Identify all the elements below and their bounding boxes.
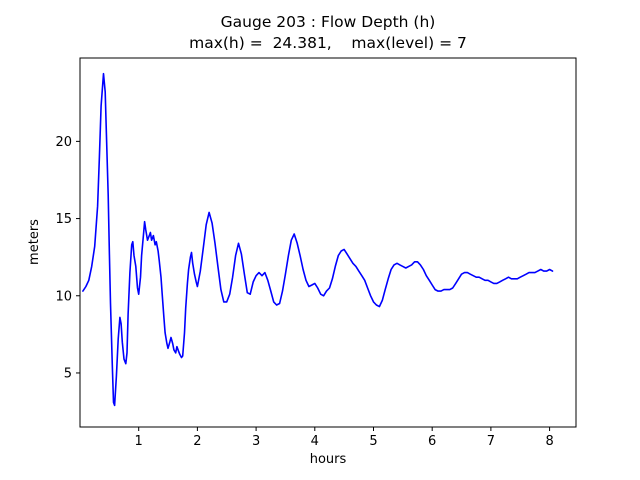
x-tick-label: 1 [135,434,143,449]
data-line-layer [82,72,554,407]
flow-depth-line [82,72,554,407]
y-tick-label: 5 [64,366,72,381]
x-tick-label: 3 [252,434,260,449]
x-tick-label: 6 [428,434,436,449]
y-tick-label: 10 [55,289,72,304]
axes-layer: 1 2 3 4 5 6 7 8 5 10 15 20 [55,135,553,449]
x-tick-label: 5 [369,434,377,449]
x-tick-label: 8 [545,434,553,449]
x-tick-label: 2 [193,434,201,449]
plot-area-border [79,57,577,428]
x-tick-label: 7 [487,434,495,449]
chart-title: Gauge 203 : Flow Depth (h) [221,13,436,31]
y-tick-label: 15 [55,212,72,227]
chart-subtitle: max(h) = 24.381, max(level) = 7 [189,34,467,52]
y-axis-label: meters [27,219,42,265]
x-axis-label: hours [310,452,347,467]
y-tick-label: 20 [55,135,72,150]
x-tick-label: 4 [311,434,319,449]
